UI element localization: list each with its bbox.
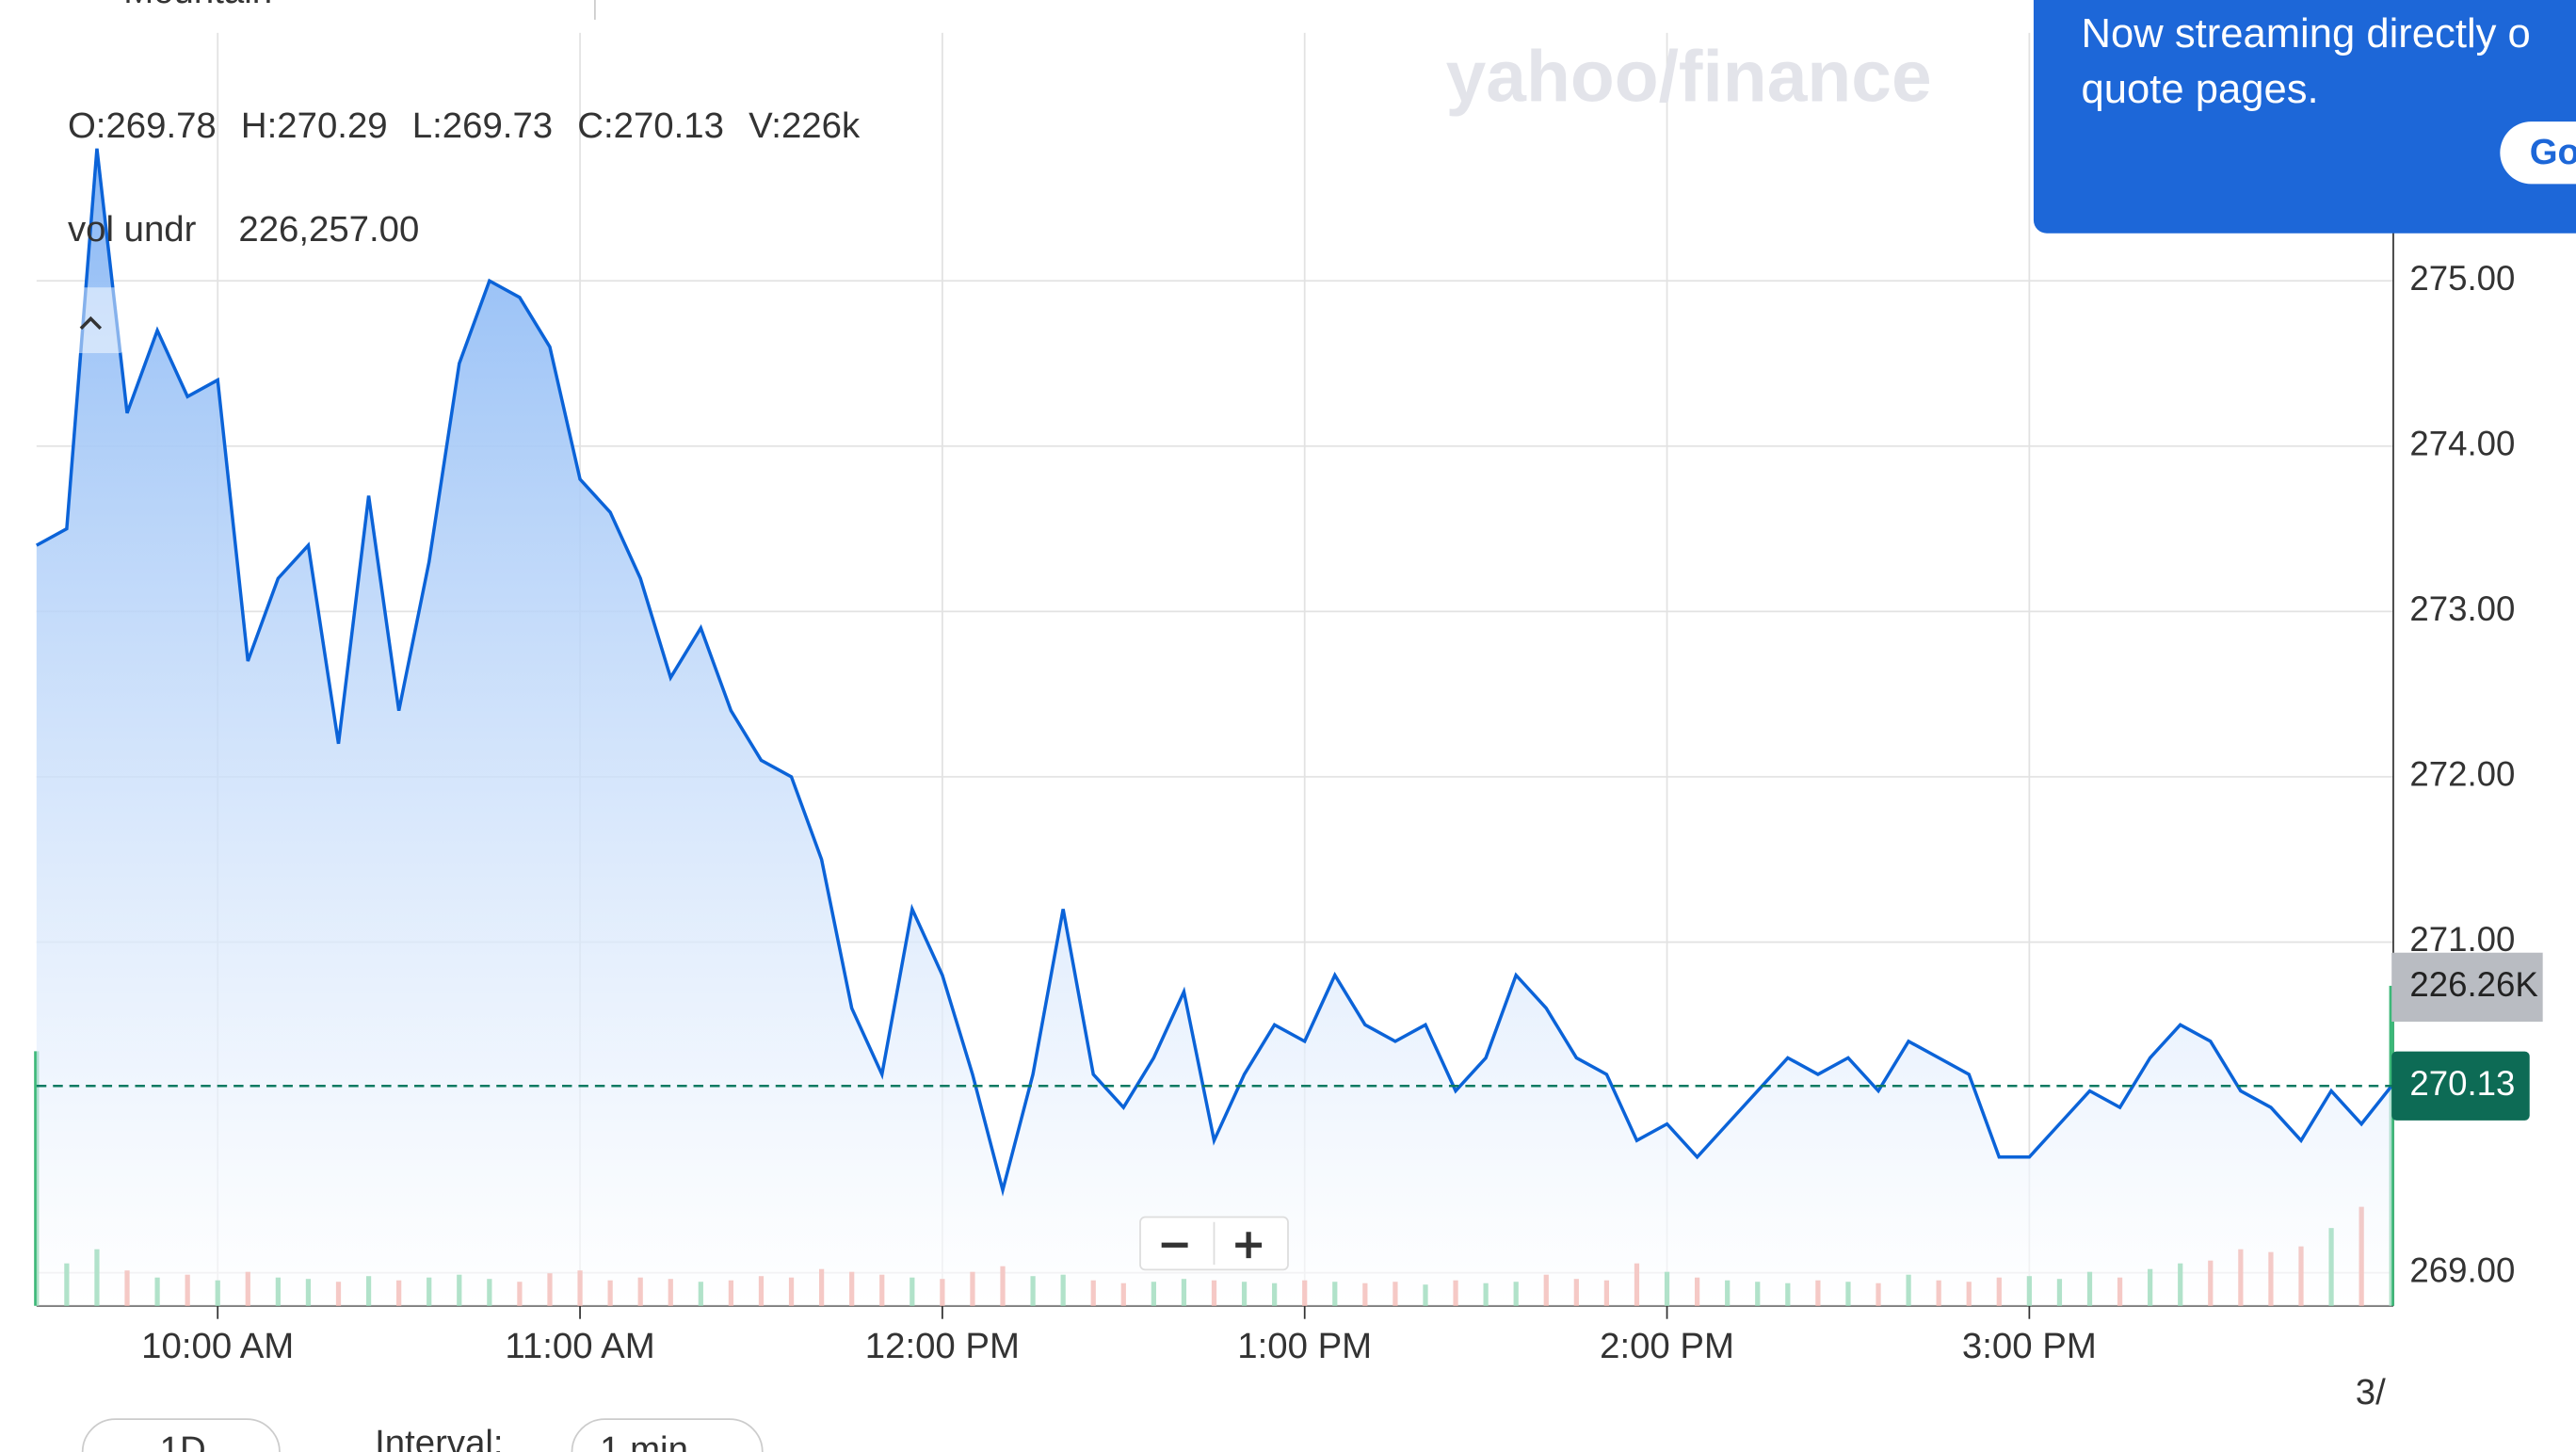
x-tick-label: 12:00 PM <box>865 1326 1020 1366</box>
range-button[interactable] <box>81 1418 281 1452</box>
volume-bar <box>2389 985 2394 1306</box>
ohlc-item: O:269.78 <box>68 105 217 146</box>
x-tick-label: 10:00 AM <box>141 1326 294 1366</box>
ohlc-item: V:226k <box>749 105 861 146</box>
toast-button-text[interactable]: Go <box>2530 132 2576 172</box>
price-tag-text: 270.13 <box>2409 1064 2515 1103</box>
y-tick-label: 271.00 <box>2409 920 2515 959</box>
interval-text[interactable]: 1 min <box>600 1429 688 1452</box>
x-tick-label: 3:00 PM <box>1962 1326 2097 1366</box>
y-tick-label: 274.00 <box>2409 424 2515 462</box>
toast-button[interactable] <box>2500 121 2576 185</box>
ohlc-item: H:270.29 <box>241 105 388 146</box>
y-tick-label: 273.00 <box>2409 589 2515 628</box>
range-text[interactable]: 1D <box>160 1429 206 1452</box>
toast-text: quote pages. <box>2082 67 2319 112</box>
menu-text[interactable]: Mountain <box>123 0 272 11</box>
interval-label: Interval: <box>375 1423 503 1452</box>
x-tick-label: 1:00 PM <box>1237 1326 1372 1366</box>
watermark: yahoo/finance <box>1446 37 1932 117</box>
y-tick-label: 275.00 <box>2409 259 2515 298</box>
chevron <box>79 315 103 331</box>
toast-text: Now streaming directly o <box>2082 11 2531 56</box>
x-tick-label: 11:00 AM <box>505 1326 654 1366</box>
price-area <box>36 148 2392 1306</box>
zoom-in[interactable] <box>1235 1232 1263 1259</box>
ohlc-item: C:270.13 <box>577 105 724 146</box>
ohlc-item: L:269.73 <box>412 105 553 146</box>
vol-value: 226,257.00 <box>238 209 419 250</box>
volume-tag <box>2391 952 2543 1022</box>
interval-button[interactable] <box>571 1418 764 1452</box>
plot: 269.00 271.00 272.00 273.00 274.00 275.00 10:0… <box>34 32 2543 1366</box>
price-tag <box>2391 1051 2530 1121</box>
x-tick-label: 2:00 PM <box>1600 1326 1734 1366</box>
volume-tag-text: 226.26K <box>2409 965 2538 1004</box>
date-label: 3/ <box>2356 1372 2386 1412</box>
toast <box>2033 0 2576 234</box>
y-tick-label: 269.00 <box>2409 1250 2515 1289</box>
price-line <box>35 148 2393 1197</box>
vol-label: vol undr <box>68 209 197 250</box>
ohlc: O:269.78 H:270.29 L:269.73 C:270.13 V:226k <box>68 105 861 146</box>
collapse-button[interactable] <box>40 287 126 354</box>
y-tick-label: 272.00 <box>2409 755 2515 794</box>
